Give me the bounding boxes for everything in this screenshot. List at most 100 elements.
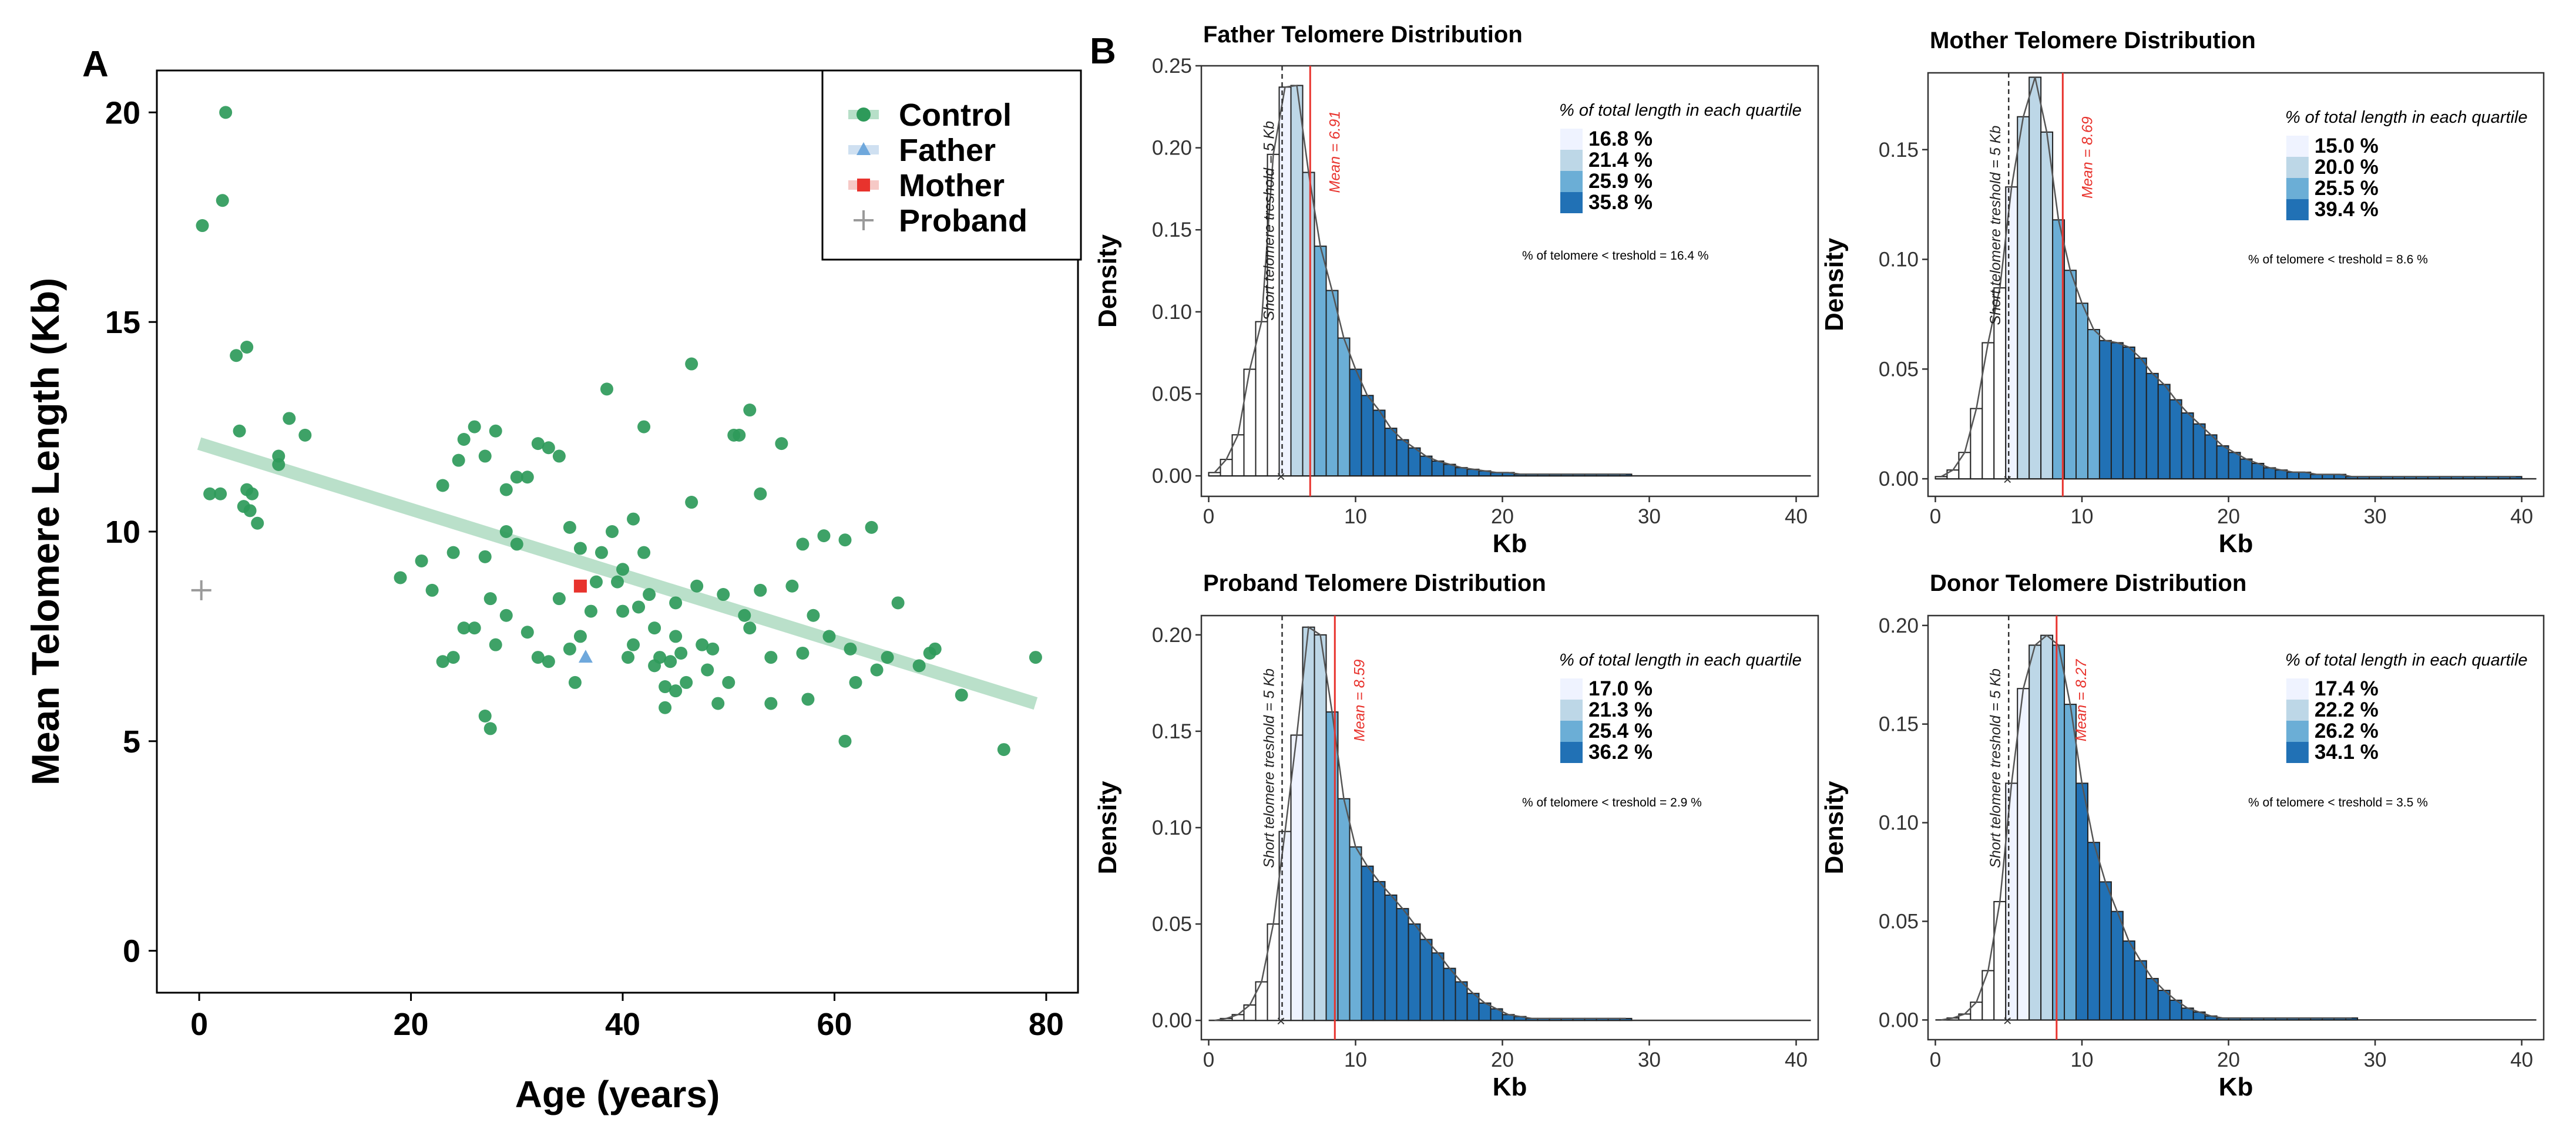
x-tick-label: 20 [2217,505,2240,528]
below-threshold-text: % of telomere < treshold = 8.6 % [2248,253,2428,266]
below-threshold-text: % of telomere < treshold = 2.9 % [1522,796,1702,809]
x-tick-label: 30 [1638,1048,1661,1071]
histogram-bar [1431,952,1445,1021]
histogram-bar [1337,337,1351,477]
control-point [637,546,651,559]
control-point [701,663,714,677]
x-tick-label: 40 [1785,505,1808,528]
control-point [457,433,471,446]
x-tick-label: 10 [1344,1048,1367,1071]
control-point [605,525,619,538]
control-point [478,710,492,722]
histogram-bar [1208,472,1221,477]
x-tick-label: 80 [1029,1007,1064,1042]
histogram-bar [2087,329,2100,480]
histogram-bar [2134,960,2147,1021]
control-point [415,554,428,567]
histogram-bar [2263,467,2276,480]
control-point [685,357,698,371]
control-point [796,646,810,660]
histogram-bar [1431,460,1445,477]
control-point [531,437,545,451]
y-tick-label: 0.20 [1152,137,1192,160]
y-tick-label: 0.05 [1152,913,1192,936]
legend-label: Control [899,98,1012,133]
x-tick-label: 40 [605,1007,640,1042]
y-tick-label: 10 [105,515,140,550]
histogram-bar [2145,372,2159,480]
histogram-bar [1970,1002,1983,1021]
density-curve [1214,626,1626,1021]
control-point [764,651,778,664]
histogram-bar [1384,428,1398,477]
control-point [637,420,651,433]
histogram-bar [2192,423,2206,480]
histogram-bar [1361,865,1374,1021]
quartile-swatch [2286,721,2309,742]
density-curve [1941,634,2352,1021]
control-point [520,626,534,639]
histogram-bar [2040,131,2054,480]
control-point [216,194,229,207]
quartile-legend-title: % of total length in each quartile [2285,108,2528,127]
control-point [219,106,233,119]
quartile-label: 15.0 % [2315,135,2379,157]
x-tick-label: 0 [1203,505,1214,528]
histogram-bars [1946,634,2359,1021]
control-point [542,441,555,455]
control-point [912,659,926,673]
control-point [838,533,852,547]
control-point [425,583,439,597]
control-point [573,630,587,643]
control-point [589,575,603,589]
y-tick-label: 0.10 [1152,301,1192,324]
mean-label: Mean = 6.91 [1326,111,1343,193]
x-tick-label: 30 [2364,1048,2387,1071]
control-point [1029,651,1042,664]
quartile-label: 22.2 % [2315,698,2379,721]
mean-label: Mean = 8.27 [2073,658,2090,741]
control-point [446,651,460,664]
threshold-label: Short telomere treshold = 5 Kb [1987,126,2004,325]
histogram-bar [1325,711,1339,1021]
control-point [738,609,751,622]
control-point [283,412,296,425]
threshold-marker: × [2003,471,2012,488]
control-point [446,546,460,559]
histogram-bar [1302,172,1315,477]
quartile-swatch [2286,700,2309,721]
y-tick-label: 0.00 [1879,468,1919,490]
control-point [955,688,968,702]
x-tick-label: 40 [2510,505,2533,528]
histogram-bar [1934,476,1948,480]
mean-label: Mean = 8.69 [2079,116,2095,199]
histogram-bar [2017,688,2030,1021]
quartile-swatch [2286,157,2309,178]
quartile-swatch [1560,678,1583,700]
histogram-bar [1314,246,1327,477]
control-point [468,621,481,635]
series-control [196,106,1042,757]
histogram-bar [2098,881,2112,1021]
x-tick-label: 10 [1344,505,1367,528]
histogram-bar [2216,445,2229,480]
quartile-label: 21.3 % [1588,698,1653,721]
control-point [674,646,688,660]
histogram-panel-1: Father Telomere Distribution × Short telom… [1093,22,1819,558]
histogram-bar [1443,967,1456,1021]
y-tick-label: 0.20 [1152,624,1192,647]
histogram-bar [2052,644,2065,1021]
trend-line [197,437,1038,710]
histogram-bar [2122,940,2135,1021]
y-tick-label: 0.05 [1879,910,1919,933]
histogram-bar [2157,990,2171,1021]
control-point [489,638,502,651]
x-tick-label: 40 [2510,1048,2533,1071]
control-point [743,621,757,635]
control-point [563,642,576,656]
control-point [272,449,286,463]
histogram-bars [1220,626,1633,1021]
control-point [203,487,217,500]
control-point [807,609,820,622]
y-tick-label: 20 [105,95,140,130]
